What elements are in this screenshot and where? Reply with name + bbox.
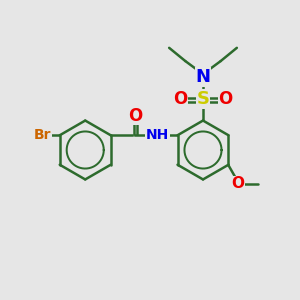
Text: O: O — [128, 106, 142, 124]
Text: N: N — [196, 68, 211, 86]
Text: S: S — [196, 90, 209, 108]
Text: O: O — [231, 176, 244, 191]
Text: O: O — [218, 90, 233, 108]
Text: Br: Br — [33, 128, 51, 142]
Text: O: O — [173, 90, 188, 108]
Text: NH: NH — [146, 128, 169, 142]
